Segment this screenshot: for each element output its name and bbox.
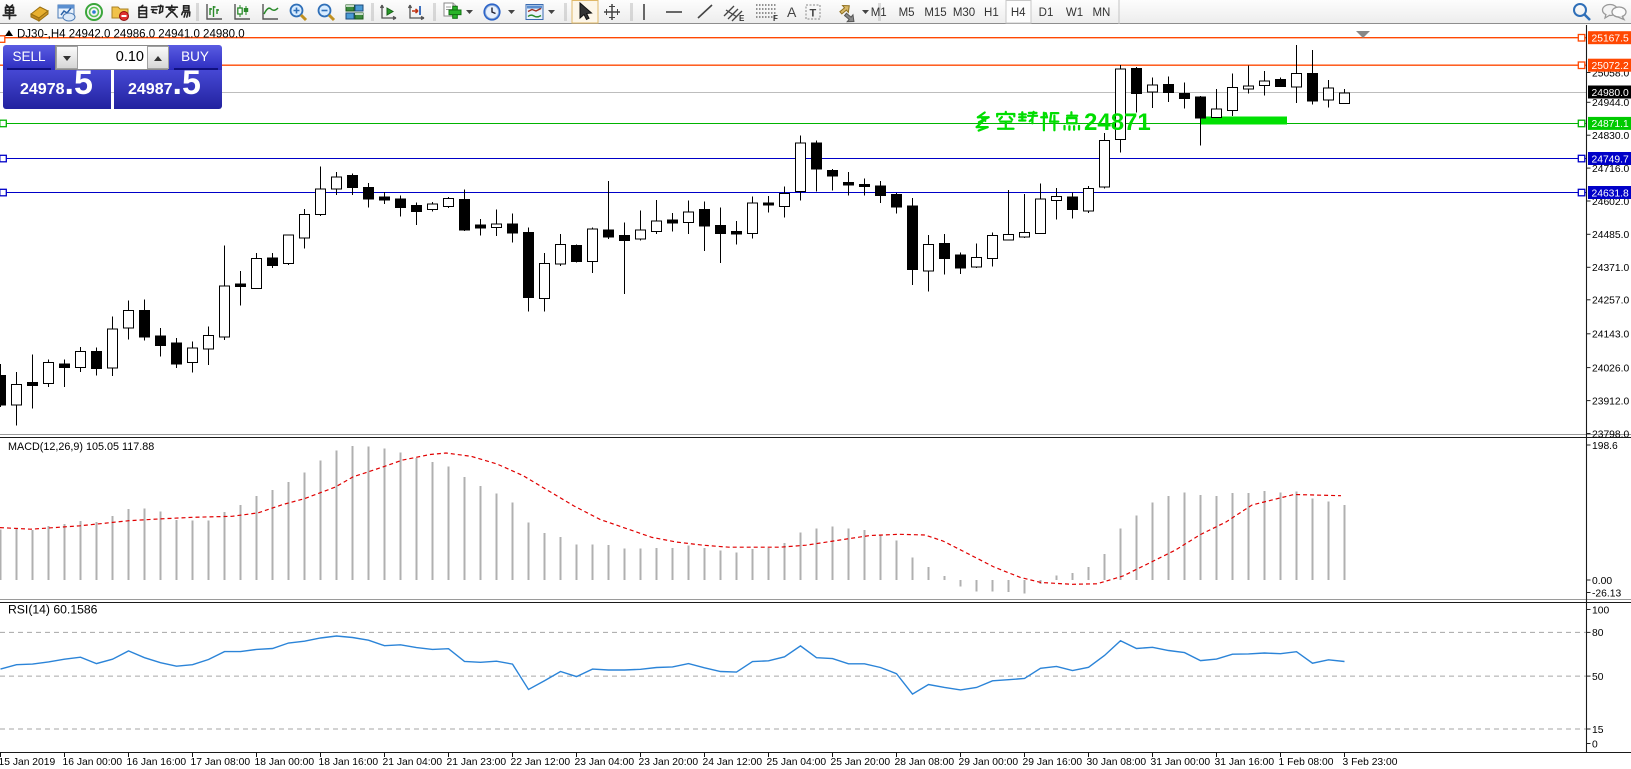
svg-text:17 Jan 08:00: 17 Jan 08:00 (191, 757, 251, 768)
svg-text:25167.5: 25167.5 (1592, 34, 1629, 45)
svg-text:22 Jan 12:00: 22 Jan 12:00 (511, 757, 571, 768)
svg-text:29 Jan 00:00: 29 Jan 00:00 (959, 757, 1019, 768)
svg-text:DJ30-,H4 24942.0 24986.0 2494: DJ30-,H4 24942.0 24986.0 24941.0 24980.0 (17, 29, 245, 41)
svg-text:21 Jan 04:00: 21 Jan 04:00 (383, 757, 443, 768)
svg-text:24716.0: 24716.0 (1592, 164, 1629, 175)
svg-text:T: T (810, 8, 817, 20)
svg-text:M5: M5 (899, 7, 915, 19)
svg-text:24371.0: 24371.0 (1592, 263, 1629, 274)
svg-text:30 Jan 08:00: 30 Jan 08:00 (1087, 757, 1147, 768)
svg-text:25 Jan 04:00: 25 Jan 04:00 (767, 757, 827, 768)
svg-text:MN: MN (1092, 7, 1110, 19)
svg-text:A: A (787, 4, 797, 20)
svg-text:RSI(14) 60.1586: RSI(14) 60.1586 (8, 603, 98, 617)
svg-text:24257.0: 24257.0 (1592, 296, 1629, 307)
svg-text:M30: M30 (953, 7, 975, 19)
svg-text:28 Jan 08:00: 28 Jan 08:00 (895, 757, 955, 768)
svg-text:24871: 24871 (1084, 109, 1151, 136)
svg-text:80: 80 (1592, 628, 1604, 639)
svg-text:24830.0: 24830.0 (1592, 131, 1629, 142)
svg-text:24871.1: 24871.1 (1592, 119, 1629, 130)
svg-text:W1: W1 (1066, 7, 1083, 19)
svg-text:24 Jan 12:00: 24 Jan 12:00 (703, 757, 763, 768)
svg-text:16 Jan 00:00: 16 Jan 00:00 (63, 757, 123, 768)
svg-text:24944.0: 24944.0 (1592, 98, 1629, 109)
svg-text:198.6: 198.6 (1592, 441, 1618, 452)
svg-text:50: 50 (1592, 672, 1604, 683)
svg-text:E: E (739, 14, 745, 23)
svg-text:3 Feb 23:00: 3 Feb 23:00 (1343, 757, 1398, 768)
svg-text:23798.0: 23798.0 (1592, 429, 1629, 440)
svg-text:24143.0: 24143.0 (1592, 330, 1629, 341)
svg-text:31 Jan 00:00: 31 Jan 00:00 (1151, 757, 1211, 768)
svg-text:16 Jan 16:00: 16 Jan 16:00 (127, 757, 187, 768)
svg-text:1 Feb 08:00: 1 Feb 08:00 (1279, 757, 1334, 768)
svg-text:29 Jan 16:00: 29 Jan 16:00 (1023, 757, 1083, 768)
svg-text:25 Jan 20:00: 25 Jan 20:00 (831, 757, 891, 768)
svg-text:25072.2: 25072.2 (1592, 61, 1629, 72)
svg-text:24602.0: 24602.0 (1592, 197, 1629, 208)
svg-text:21 Jan 23:00: 21 Jan 23:00 (447, 757, 507, 768)
svg-text:0: 0 (1592, 739, 1598, 750)
svg-text:F: F (773, 14, 778, 23)
svg-text:H1: H1 (984, 7, 999, 19)
svg-text:15 Jan 2019: 15 Jan 2019 (0, 757, 55, 768)
svg-text:H4: H4 (1011, 7, 1026, 19)
svg-text:D1: D1 (1039, 7, 1054, 19)
svg-text:24980.0: 24980.0 (1592, 88, 1629, 99)
svg-text:23 Jan 04:00: 23 Jan 04:00 (575, 757, 635, 768)
svg-text:-26.13: -26.13 (1592, 588, 1621, 599)
svg-text:MACD(12,26,9) 105.05 117.88: MACD(12,26,9) 105.05 117.88 (8, 441, 154, 453)
svg-text:31 Jan 16:00: 31 Jan 16:00 (1215, 757, 1275, 768)
svg-text:24749.7: 24749.7 (1592, 154, 1629, 165)
svg-text:24631.8: 24631.8 (1592, 188, 1629, 199)
svg-text:M15: M15 (924, 7, 946, 19)
svg-text:18 Jan 00:00: 18 Jan 00:00 (255, 757, 315, 768)
svg-text:15: 15 (1592, 725, 1604, 736)
svg-text:0.00: 0.00 (1592, 576, 1612, 587)
svg-text:M1: M1 (871, 7, 887, 19)
svg-text:24026.0: 24026.0 (1592, 363, 1629, 374)
svg-text:24485.0: 24485.0 (1592, 230, 1629, 241)
svg-text:18 Jan 16:00: 18 Jan 16:00 (319, 757, 379, 768)
svg-text:100: 100 (1592, 605, 1609, 616)
svg-text:23912.0: 23912.0 (1592, 396, 1629, 407)
svg-text:23 Jan 20:00: 23 Jan 20:00 (639, 757, 699, 768)
svg-text:25058.0: 25058.0 (1592, 68, 1629, 79)
